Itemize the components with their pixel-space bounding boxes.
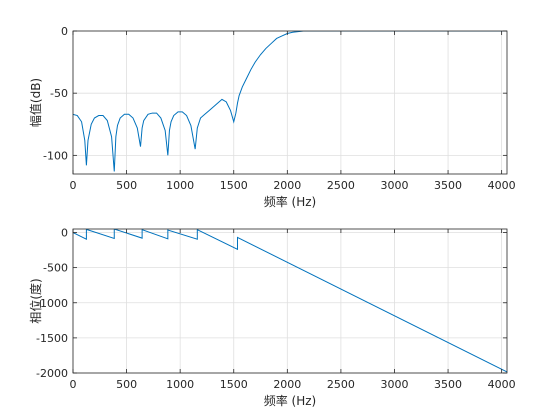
magnitude-x-tick-label: 3000 [380, 179, 408, 192]
phase-y-tick-label: -1000 [36, 297, 68, 310]
magnitude-x-tick-label: 2000 [273, 179, 301, 192]
magnitude-x-axis-label: 频率 (Hz) [264, 194, 317, 209]
magnitude-y-axis-label: 幅值(dB) [28, 78, 43, 127]
phase-axes-box [72, 228, 508, 374]
phase-y-tick-label: 0 [61, 227, 68, 240]
phase-x-tick-label: 1000 [166, 378, 194, 391]
phase-axes: 0 500 1000 1500 2000 2500 3000 3500 4000 0 -500 -10… [28, 227, 516, 408]
phase-plot-area [73, 229, 507, 373]
magnitude-x-tick-label: 500 [116, 179, 137, 192]
phase-y-axis-label: 相位(度) [28, 278, 43, 323]
magnitude-y-tick-label: -50 [50, 87, 68, 100]
phase-series-line [73, 229, 507, 373]
magnitude-axes: 0 500 1000 1500 2000 2500 3000 3500 4000 0 -50 -100… [28, 25, 516, 209]
magnitude-x-tick-label: 2500 [327, 179, 355, 192]
magnitude-x-tick-label: 4000 [488, 179, 516, 192]
phase-y-tick-label: -2000 [36, 367, 68, 380]
phase-x-tick-label: 4000 [488, 378, 516, 391]
magnitude-plot-area [73, 31, 507, 174]
phase-y-tick-label: -500 [43, 262, 68, 275]
magnitude-x-tick-label: 1000 [166, 179, 194, 192]
phase-x-tick-label: 0 [70, 378, 77, 391]
magnitude-axes-box [72, 30, 508, 175]
magnitude-x-tick-label: 0 [70, 179, 77, 192]
phase-x-tick-label: 3000 [380, 378, 408, 391]
phase-x-tick-label: 1500 [220, 378, 248, 391]
phase-x-axis-label: 频率 (Hz) [264, 393, 317, 408]
phase-x-tick-label: 500 [116, 378, 137, 391]
magnitude-x-tick-label: 3500 [434, 179, 462, 192]
phase-x-tick-label: 2000 [273, 378, 301, 391]
magnitude-y-tick-label: 0 [61, 25, 68, 38]
phase-y-tick-label: -1500 [36, 332, 68, 345]
magnitude-series-line [73, 31, 507, 172]
magnitude-x-tick-label: 1500 [220, 179, 248, 192]
magnitude-y-tick-label: -100 [43, 149, 68, 162]
phase-x-tick-label: 2500 [327, 378, 355, 391]
phase-x-tick-label: 3500 [434, 378, 462, 391]
